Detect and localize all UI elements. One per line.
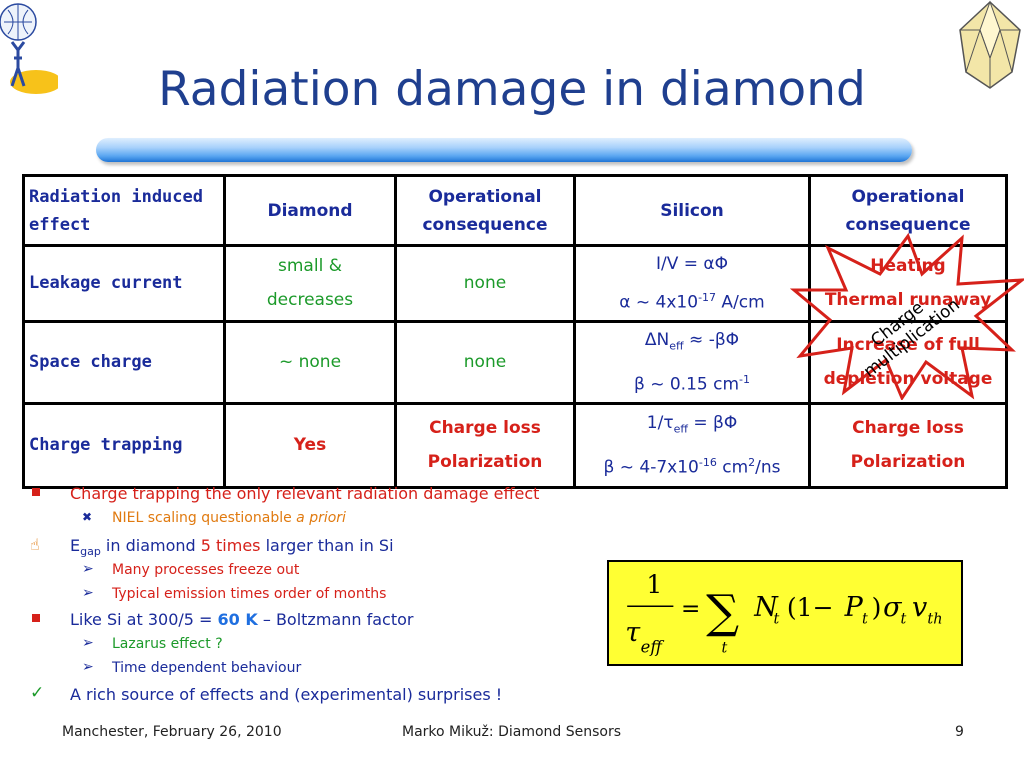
bullet-3: Like Si at 300/5 = 60 K – Boltzmann fact… [70, 610, 414, 629]
header-effect: Radiation induced effect [22, 174, 226, 247]
row-label-space-charge: Space charge [22, 319, 226, 405]
arrow-bullet-icon: ➢ [82, 561, 94, 577]
bullet-2-2: Typical emission times order of months [112, 586, 387, 602]
square-bullet-icon [32, 614, 40, 622]
silicon-space-charge: ΔNeff ≈ -βΦ β ~ 0.15 cm-1 [573, 319, 811, 405]
formula-v-sub: th [927, 612, 942, 628]
checkmark-icon: ✓ [30, 683, 45, 703]
bullet-3-2: Time dependent behaviour [112, 660, 302, 676]
arrow-bullet-icon: ➢ [82, 635, 94, 651]
formula-tau: τ [625, 617, 641, 648]
silicon-charge-trapping: 1/τeff = βΦ β ~ 4-7x10-16 cm2/ns [573, 401, 811, 489]
row-label-charge-trapping: Charge trapping [22, 401, 226, 489]
svg-text:Charge multiplication: Charge multiplication [848, 279, 964, 382]
diamond-charge-trapping: Yes [223, 401, 397, 489]
formula-P: P [844, 592, 864, 623]
formula-sum-index: t [721, 640, 727, 656]
formula-sigma: σ [883, 592, 902, 623]
formula-v: v [912, 592, 927, 623]
arrow-bullet-icon: ➢ [82, 659, 94, 675]
formula-P-sub: t [862, 612, 868, 628]
formula-N-sub: t [773, 612, 779, 628]
header-silicon: Silicon [573, 174, 811, 247]
formula-sum: ∑ [706, 584, 739, 638]
header-diamond-consequence: Operational consequence [394, 174, 576, 247]
diamond-charge-trapping-consequence: Charge loss Polarization [394, 401, 576, 489]
footer-page-number: 9 [955, 724, 964, 740]
footer-location-date: Manchester, February 26, 2010 [62, 724, 282, 740]
bullet-3-1: Lazarus effect ? [112, 636, 223, 652]
silicon-space-charge-consequence: Increase of full depletion voltage [808, 319, 1008, 405]
bullet-1-1: NIEL scaling questionable a priori [112, 510, 346, 526]
formula-numerator: 1 [646, 570, 662, 599]
slide-title: Radiation damage in diamond [158, 62, 866, 117]
silicon-charge-trapping-consequence: Charge loss Polarization [808, 401, 1008, 489]
footer-author: Marko Mikuž: Diamond Sensors [402, 724, 622, 740]
diamond-crystal-icon [959, 0, 1021, 89]
diamond-leakage: small & decreases [223, 244, 397, 323]
diamond-space-charge-consequence: none [394, 319, 576, 405]
diamond-leakage-consequence: none [394, 244, 576, 323]
radiation-effects-table: Radiation induced effect Diamond Operati… [22, 174, 1008, 489]
bullet-4: A rich source of effects and (experiment… [70, 685, 503, 704]
silicon-leakage: I/V = αΦ α ~ 4x10-17 A/cm [573, 244, 811, 323]
formula-sigma-sub: t [900, 612, 906, 628]
title-underline-bar [96, 138, 912, 162]
diamond-space-charge: ~ none [223, 319, 397, 405]
atlas-figure-logo [0, 3, 58, 94]
charge-multiplication-starburst: Charge multiplication [790, 232, 1024, 400]
trapping-formula-box: 1 τ eff = ∑ t N t (1− P t ) σ t v th [607, 560, 963, 666]
arrow-bullet-icon: ➢ [82, 585, 94, 601]
formula-N: N [753, 592, 779, 623]
bullet-2-1: Many processes freeze out [112, 562, 300, 578]
bullet-1: Charge trapping the only relevant radiat… [70, 484, 540, 503]
formula-equals: = [681, 596, 700, 622]
row-label-leakage: Leakage current [22, 244, 226, 323]
formula-eff: eff [641, 637, 665, 656]
pointing-hand-icon: ☝ [30, 535, 40, 554]
x-bullet-icon: ✖ [82, 510, 93, 524]
formula-close: ) [872, 593, 882, 622]
square-bullet-icon [32, 488, 40, 496]
formula-open: (1− [787, 593, 834, 622]
bullet-2: Egap in diamond 5 times larger than in S… [70, 536, 394, 559]
header-diamond: Diamond [223, 174, 397, 247]
